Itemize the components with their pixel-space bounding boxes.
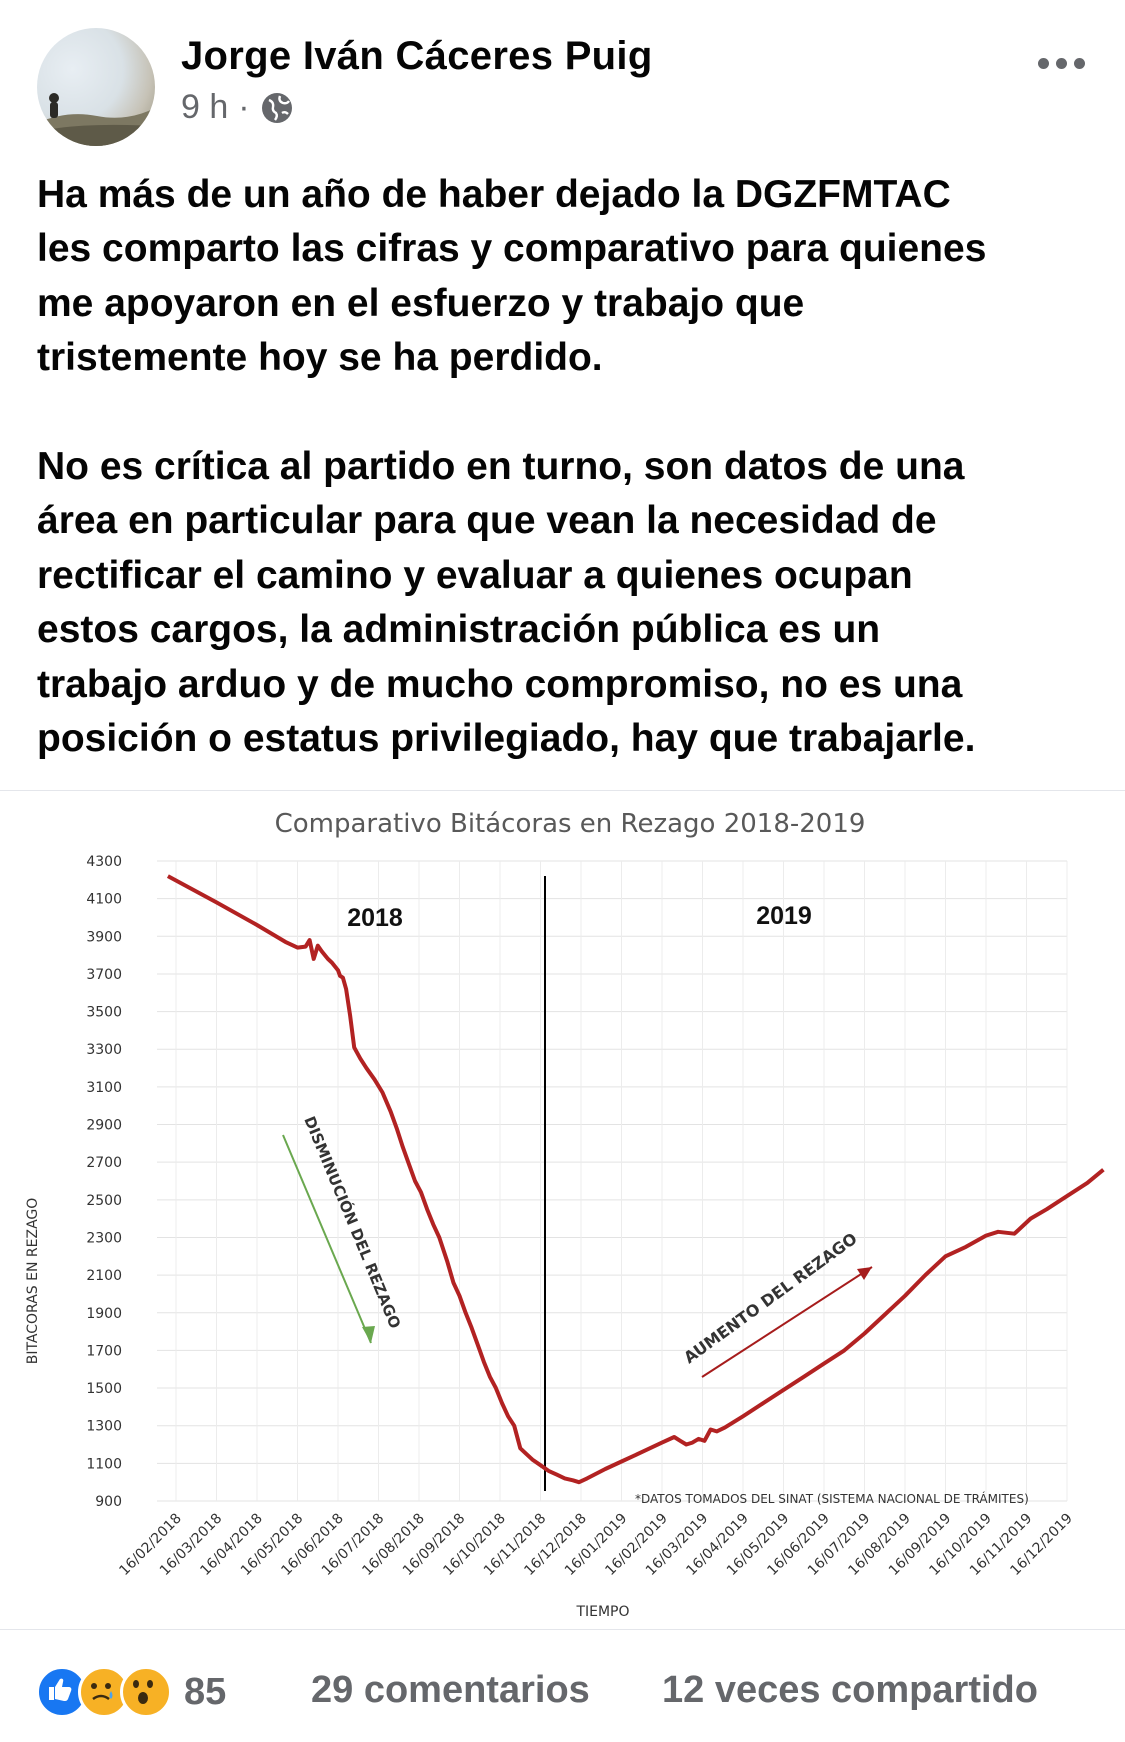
y-tick-label: 3700 bbox=[86, 967, 122, 983]
avatar[interactable] bbox=[37, 28, 155, 146]
sad-icon bbox=[78, 1666, 130, 1718]
y-tick-label: 2700 bbox=[86, 1155, 122, 1171]
y-tick-label: 2900 bbox=[86, 1118, 122, 1134]
post-footer: 85 29 comentarios 12 veces compartido bbox=[0, 1628, 1125, 1742]
increase-annotation: AUMENTO DEL REZAGO bbox=[680, 1229, 873, 1378]
y-tick-label: 1300 bbox=[86, 1419, 122, 1435]
post-text: Ha más de un año de haber dejado la DGZF… bbox=[37, 173, 987, 761]
y-tick-label: 3900 bbox=[86, 929, 122, 945]
author-name[interactable]: Jorge Iván Cáceres Puig bbox=[181, 34, 653, 78]
y-tick-label: 4300 bbox=[86, 854, 122, 870]
y-tick-label: 4100 bbox=[86, 892, 122, 908]
y-tick-label: 2500 bbox=[86, 1193, 122, 1209]
chart-title: Comparativo Bitácoras en Rezago 2018-201… bbox=[275, 809, 866, 839]
year-label-2019: 2019 bbox=[756, 902, 812, 930]
y-tick-label: 1900 bbox=[86, 1306, 122, 1322]
increase-label: AUMENTO DEL REZAGO bbox=[680, 1229, 860, 1367]
y-tick-label: 2300 bbox=[86, 1230, 122, 1246]
y-tick-label: 2100 bbox=[86, 1268, 122, 1284]
x-axis-label: TIEMPO bbox=[575, 1604, 629, 1620]
post-meta: 9 h · bbox=[181, 88, 294, 127]
y-tick-label: 1500 bbox=[86, 1381, 122, 1397]
y-tick-label: 3500 bbox=[86, 1005, 122, 1021]
post-time[interactable]: 9 h bbox=[181, 88, 229, 126]
reactions-summary[interactable]: 85 bbox=[36, 1666, 226, 1718]
source-note: *DATOS TOMADOS DEL SINAT (SISTEMA NACION… bbox=[635, 1491, 1029, 1506]
wow-icon bbox=[120, 1666, 172, 1718]
y-tick-label: 1100 bbox=[86, 1456, 122, 1472]
y-tick-label: 1700 bbox=[86, 1343, 122, 1359]
post-header: Jorge Iván Cáceres Puig 9 h · bbox=[0, 0, 1125, 150]
reaction-count[interactable]: 85 bbox=[184, 1670, 227, 1713]
decrease-annotation: DISMINUCIÓN DEL REZAGO bbox=[282, 1113, 405, 1344]
shares-count[interactable]: 12 veces compartido bbox=[662, 1669, 1038, 1711]
globe-icon bbox=[261, 92, 292, 123]
avatar-photo-icon bbox=[37, 93, 155, 146]
series-line bbox=[166, 874, 1105, 1485]
x-axis-ticks: 16/02/201816/03/201816/04/201816/05/2018… bbox=[116, 1511, 1075, 1579]
chart-image[interactable]: Comparativo Bitácoras en Rezago 2018-201… bbox=[0, 790, 1125, 1630]
y-axis-ticks: 4300 4100 3900 3700 3500 3300 3100 2900 2700 2500… bbox=[86, 854, 122, 1510]
more-icon[interactable] bbox=[1038, 48, 1094, 78]
comments-count[interactable]: 29 comentarios bbox=[311, 1669, 590, 1711]
y-tick-label: 900 bbox=[95, 1494, 122, 1510]
y-tick-label: 3100 bbox=[86, 1080, 122, 1096]
line-chart: Comparativo Bitácoras en Rezago 2018-201… bbox=[25, 809, 1105, 1620]
y-axis-label: BITACORAS EN REZAGO bbox=[25, 1198, 41, 1365]
y-tick-label: 3300 bbox=[86, 1042, 122, 1058]
year-label-2018: 2018 bbox=[347, 904, 403, 932]
meta-separator: · bbox=[238, 88, 250, 126]
chart-grid bbox=[157, 860, 1068, 1502]
